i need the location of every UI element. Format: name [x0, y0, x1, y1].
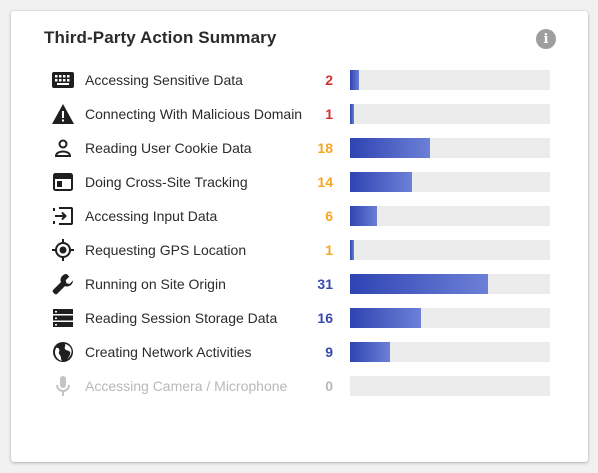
- item-label: Doing Cross-Site Tracking: [85, 174, 248, 190]
- item-bar-track: [350, 240, 550, 260]
- gps-icon: [52, 239, 74, 261]
- item-count: 9: [325, 344, 333, 360]
- item-bar-fill: [350, 138, 431, 158]
- item-count: 31: [317, 276, 333, 292]
- storage-icon: [52, 308, 74, 328]
- item-bar-track: [350, 206, 550, 226]
- wrench-icon: [52, 274, 74, 295]
- microphone-icon: [52, 376, 74, 396]
- item-bar-track: [350, 274, 550, 294]
- item-label: Running on Site Origin: [85, 276, 226, 292]
- item-bar-fill: [350, 172, 413, 192]
- list-item: Accessing Camera / Microphone 0: [11, 369, 588, 403]
- item-label: Reading Session Storage Data: [85, 310, 278, 326]
- item-bar-track: [350, 104, 550, 124]
- item-bar-fill: [350, 206, 377, 226]
- item-label: Accessing Camera / Microphone: [85, 378, 288, 394]
- list-item: Connecting With Malicious Domain 1: [11, 97, 588, 131]
- item-label: Requesting GPS Location: [85, 242, 247, 258]
- info-icon[interactable]: i: [536, 29, 556, 49]
- item-count: 1: [325, 242, 333, 258]
- item-bar-fill: [350, 342, 391, 362]
- globe-icon: [52, 342, 74, 362]
- list-item: Accessing Sensitive Data 2: [11, 63, 588, 97]
- item-bar-fill: [350, 104, 355, 124]
- item-bar-track: [350, 172, 550, 192]
- item-count: 6: [325, 208, 333, 224]
- item-label: Accessing Input Data: [85, 208, 218, 224]
- item-count: 18: [317, 140, 333, 156]
- list-item: Running on Site Origin 31: [11, 267, 588, 301]
- item-bar-track: [350, 138, 550, 158]
- person-icon: [52, 138, 74, 158]
- item-label: Connecting With Malicious Domain: [85, 106, 303, 122]
- list-item: Requesting GPS Location 1: [11, 233, 588, 267]
- item-bar-track: [350, 70, 550, 90]
- item-bar-fill: [350, 274, 488, 294]
- item-count: 16: [317, 310, 333, 326]
- item-count: 1: [325, 106, 333, 122]
- item-bar-track: [350, 308, 550, 328]
- item-label: Accessing Sensitive Data: [85, 72, 243, 88]
- action-list: Accessing Sensitive Data 2 Connecting Wi…: [11, 63, 588, 403]
- item-label: Creating Network Activities: [85, 344, 252, 360]
- list-item: Accessing Input Data 6: [11, 199, 588, 233]
- list-item: Reading User Cookie Data 18: [11, 131, 588, 165]
- browser-window-icon: [52, 172, 74, 192]
- card-title: Third-Party Action Summary: [44, 28, 277, 47]
- item-bar-fill: [350, 70, 359, 90]
- item-count: 2: [325, 72, 333, 88]
- item-count: 14: [317, 174, 333, 190]
- keyboard-icon: [52, 70, 74, 90]
- third-party-action-summary-card: Third-Party Action Summary i Accessing S…: [11, 11, 588, 462]
- warning-icon: [52, 104, 74, 124]
- list-item: Creating Network Activities 9: [11, 335, 588, 369]
- item-bar-fill: [350, 240, 355, 260]
- item-bar-track: [350, 342, 550, 362]
- list-item: Reading Session Storage Data 16: [11, 301, 588, 335]
- item-label: Reading User Cookie Data: [85, 140, 252, 156]
- list-item: Doing Cross-Site Tracking 14: [11, 165, 588, 199]
- item-count: 0: [325, 378, 333, 394]
- item-bar-track: [350, 376, 550, 396]
- input-icon: [52, 206, 74, 226]
- item-bar-fill: [350, 308, 422, 328]
